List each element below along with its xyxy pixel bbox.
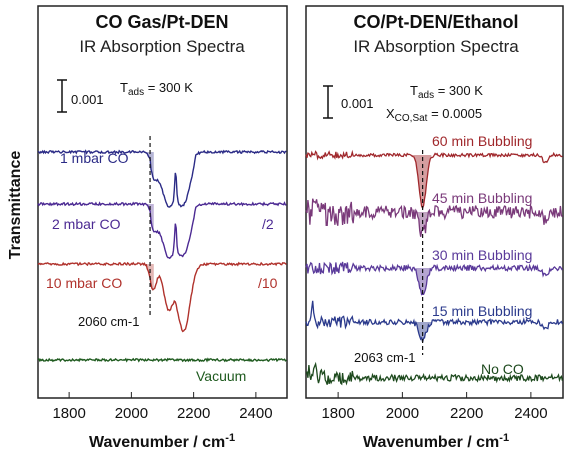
left-plot-frame (37, 5, 288, 399)
right-x-tick-label: 1800 (321, 405, 354, 422)
left-series-line (37, 357, 287, 363)
left-condition: Tads = 300 K (120, 80, 193, 98)
right-band-fill (412, 209, 432, 237)
left-subtitle: IR Absorption Spectra (79, 37, 245, 56)
y-axis-label: Transmittance (7, 151, 24, 260)
right-series-line (305, 149, 563, 210)
left-series-label: 10 mbar CO (46, 275, 122, 291)
right-scale-bar-label: 0.001 (341, 96, 374, 111)
left-title: CO Gas/Pt-DEN (95, 12, 228, 32)
left-x-tick-label: 2200 (177, 405, 210, 422)
right-series-label: 15 min Bubbling (432, 303, 532, 319)
right-x-tick-label: 2200 (450, 405, 483, 422)
left-marker-label: 2060 cm-1 (78, 314, 139, 329)
left-series-label: Vacuum (196, 368, 246, 384)
left-series-line (37, 201, 287, 260)
left-scale-label: /10 (258, 275, 278, 291)
left-series-label: 1 mbar CO (60, 150, 129, 166)
left-series-line (37, 149, 287, 208)
left-series-line (37, 261, 287, 333)
right-band-fill (412, 320, 432, 342)
right-series-line (305, 261, 563, 296)
right-band-fill (412, 155, 432, 208)
right-condition: Tads = 300 K (410, 83, 483, 101)
left-x-tick-label: 1800 (52, 405, 85, 422)
right-scale-bar (323, 85, 333, 119)
right-plot-frame (305, 5, 564, 399)
left-x-tick-label: 2400 (239, 405, 272, 422)
right-series-label: 30 min Bubbling (432, 247, 532, 263)
right-x-axis-label: Wavenumber / cm-1 (363, 432, 509, 451)
left-band-fill (144, 152, 154, 180)
left-panel: CO Gas/Pt-DEN IR Absorption Spectra 0.00… (37, 5, 288, 451)
right-panel: CO/Pt-DEN/Ethanol IR Absorption Spectra … (305, 5, 564, 451)
right-x-tick-label: 2000 (386, 405, 419, 422)
right-title: CO/Pt-DEN/Ethanol (354, 12, 519, 32)
right-band-fill (412, 267, 432, 295)
left-series-label: 2 mbar CO (52, 216, 121, 232)
left-scale-bar-label: 0.001 (71, 92, 104, 107)
left-band-fill (144, 203, 154, 232)
right-x-tick-label: 2400 (514, 405, 547, 422)
left-scale-bar (57, 79, 67, 113)
left-x-axis-label: Wavenumber / cm-1 (89, 432, 235, 451)
right-condition-2: XCO,Sat = 0.0005 (386, 106, 482, 124)
right-series-label: 45 min Bubbling (432, 190, 532, 206)
right-series-line (305, 300, 564, 343)
left-x-tick-label: 2000 (115, 405, 148, 422)
right-marker-label: 2063 cm-1 (354, 350, 415, 365)
right-series-label: 60 min Bubbling (432, 133, 532, 149)
right-series-line (305, 361, 564, 386)
right-series-line (305, 198, 563, 237)
right-subtitle: IR Absorption Spectra (353, 37, 519, 56)
right-series-label: No CO (481, 361, 524, 377)
left-scale-label: /2 (262, 216, 274, 232)
